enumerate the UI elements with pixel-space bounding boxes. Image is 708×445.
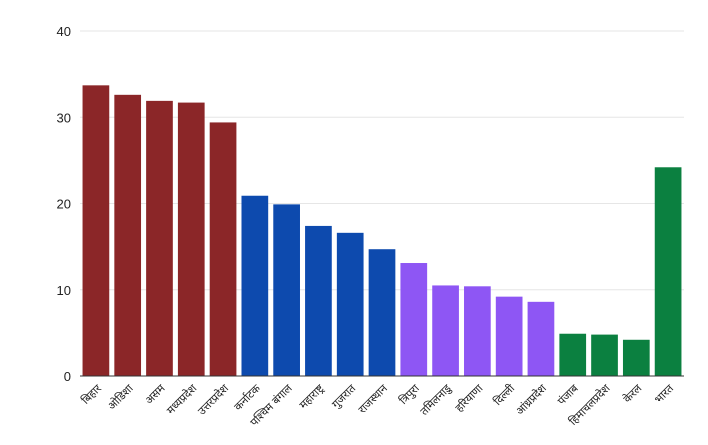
x-tick-label-0: बिहार (79, 382, 104, 407)
x-tick-label-14: आंध्रप्रदेश (513, 382, 549, 418)
y-tick-label-2: 20 (57, 197, 71, 212)
bar-8 (336, 232, 364, 376)
bar-17 (622, 339, 650, 376)
bar-1 (114, 94, 142, 376)
bar-0 (82, 85, 110, 377)
x-tick-label-18: भारत (652, 381, 677, 406)
bar-13 (495, 296, 523, 376)
bar-11 (432, 285, 459, 376)
x-tick-label-13: दिल्ली (491, 382, 517, 408)
x-tick-label-2: असम (143, 382, 168, 407)
x-tick-label-8: गुजरात (329, 381, 358, 410)
x-tick-label-4: उत्तरप्रदेश (195, 382, 231, 418)
bar-18 (654, 167, 682, 376)
bar-16 (591, 334, 618, 376)
y-tick-label-4: 40 (57, 24, 71, 39)
x-tick-label-9: राजस्थान (356, 381, 391, 416)
bar-3 (177, 102, 205, 377)
x-tick-label-10: त्रिपुरा (397, 382, 422, 407)
x-tick-label-11: तमिलनाडु (418, 382, 454, 418)
y-tick-label-0: 0 (64, 369, 71, 384)
x-tick-label-17: केरल (621, 382, 645, 406)
y-tick-label-1: 10 (57, 283, 71, 298)
bar-6 (273, 204, 300, 376)
x-tick-label-7: महाराष्ट्र (297, 382, 327, 412)
bar-5 (241, 195, 269, 376)
bar-9 (368, 249, 396, 376)
bar-15 (559, 333, 587, 376)
x-tick-label-1: ओडिशा (105, 382, 136, 413)
bar-7 (305, 225, 332, 376)
bar-2 (146, 100, 173, 377)
bar-4 (209, 122, 237, 376)
bar-14 (527, 301, 555, 376)
x-tick-label-12: हरियाणा (453, 382, 486, 415)
x-tick-label-3: मध्यप्रदेश (164, 382, 199, 417)
y-tick-label-3: 30 (57, 110, 71, 125)
bar-10 (400, 263, 428, 376)
x-tick-label-15: पंजाब (555, 381, 581, 407)
bar-12 (464, 286, 491, 376)
bars (82, 85, 682, 377)
